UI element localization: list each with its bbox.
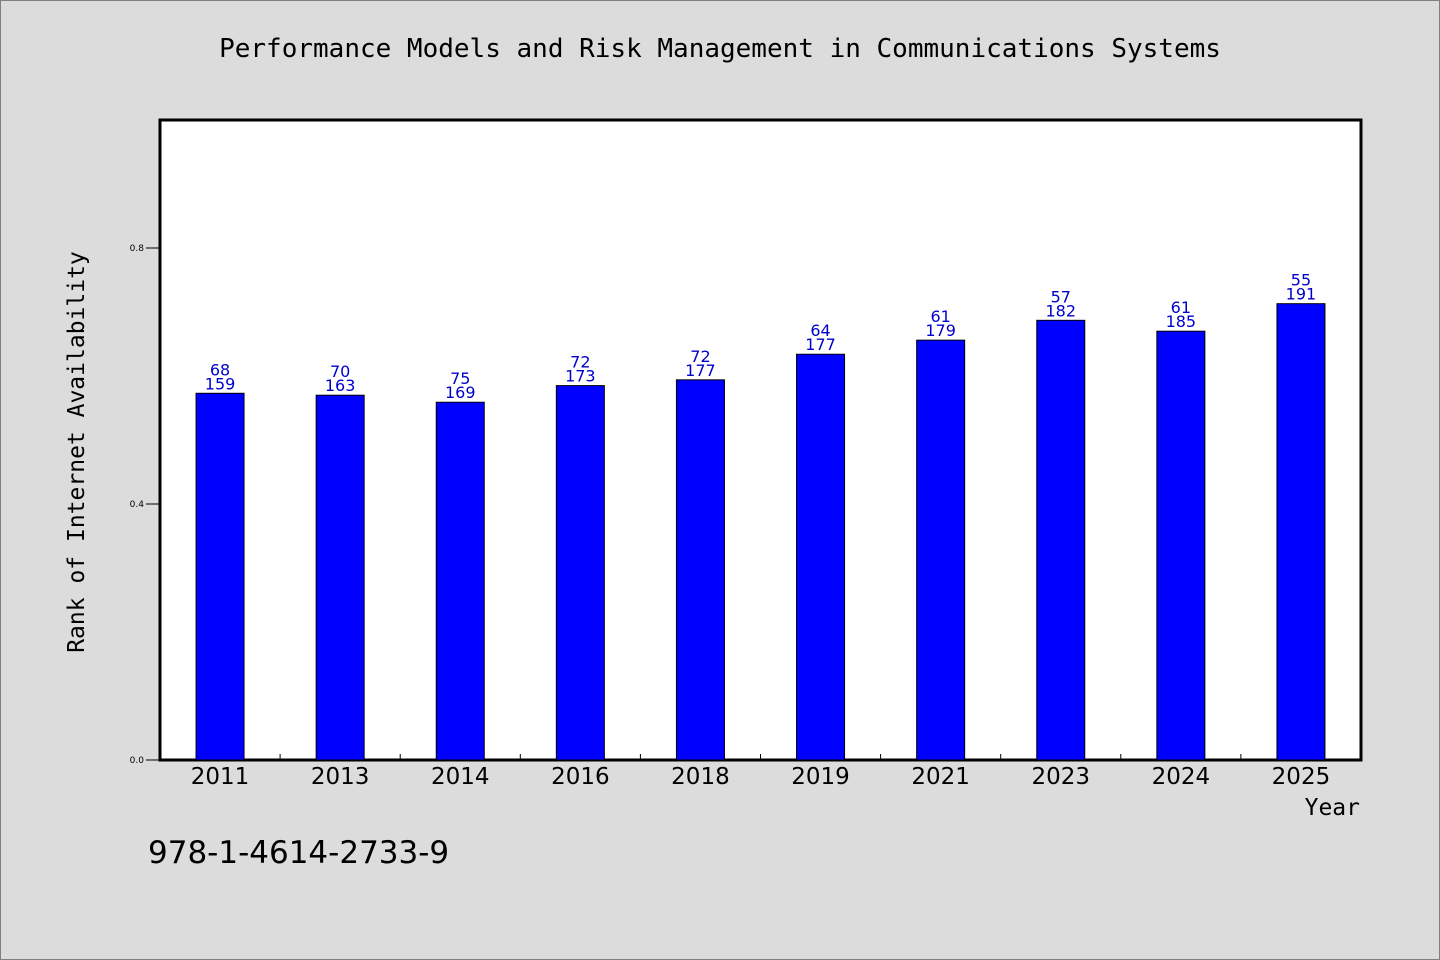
x-tick-label: 2016 (551, 764, 610, 790)
bar-annotation-bottom: 163 (325, 376, 356, 395)
x-tick-label: 2011 (191, 764, 250, 790)
bar-annotation-top: 55 (1291, 271, 1311, 290)
x-axis-title: Year (1304, 795, 1360, 821)
y-axis-title: Rank of Internet Availability (64, 251, 90, 653)
bar-annotation-bottom: 169 (445, 383, 476, 402)
bar-annotation-top: 61 (1171, 298, 1191, 317)
bar (555, 385, 605, 761)
bar-annotation-top: 64 (810, 321, 830, 340)
bar (435, 401, 485, 761)
bar (195, 392, 245, 761)
bar-annotation-bottom: 185 (1166, 312, 1197, 331)
bar-annotation-top: 68 (210, 360, 230, 379)
y-tick-label: 0.8 (130, 244, 145, 254)
bar-annotation-top: 75 (450, 369, 470, 388)
bar-annotation-top: 72 (570, 353, 590, 372)
bar (916, 339, 966, 761)
bar-annotation-bottom: 177 (805, 335, 836, 354)
x-tick-label: 2019 (791, 764, 850, 790)
x-tick-label: 2023 (1031, 764, 1090, 790)
x-tick-label: 2021 (911, 764, 970, 790)
bar (1036, 319, 1086, 761)
bars-group (195, 303, 1326, 761)
bar-annotation-bottom: 159 (205, 374, 236, 393)
bar (1276, 303, 1326, 761)
bar-annotation-bottom: 177 (685, 361, 716, 380)
chart-title: Performance Models and Risk Management i… (219, 34, 1221, 64)
x-tick-label: 2018 (671, 764, 730, 790)
y-tick-label: 0.0 (130, 756, 145, 766)
bar-annotation-bottom: 173 (565, 367, 596, 386)
y-axis-ticks: 0.0 0.4 0.8 (130, 244, 160, 766)
isbn-text: 978-1-4614-2733-9 (148, 835, 450, 871)
bar-annotation-top: 57 (1051, 287, 1071, 306)
bar (796, 353, 846, 761)
x-tick-label: 2013 (311, 764, 370, 790)
bar-annotation-bottom: 179 (925, 321, 956, 340)
bar-annotation-top: 72 (690, 347, 710, 366)
x-axis-ticks (279, 754, 1242, 760)
bar (1156, 330, 1206, 761)
x-tick-label: 2014 (431, 764, 490, 790)
y-tick-label: 0.4 (130, 500, 145, 510)
bar-annotation-top: 70 (330, 362, 350, 381)
bar (675, 379, 725, 761)
bar-annotation-bottom: 191 (1286, 285, 1317, 304)
bar (315, 394, 365, 761)
bar-annotation-top: 61 (930, 307, 950, 326)
x-tick-label: 2025 (1272, 764, 1331, 790)
bar-annotation-bottom: 182 (1045, 301, 1076, 320)
x-tick-label: 2024 (1152, 764, 1211, 790)
x-tick-labels: 2011 2013 2014 2016 2018 2019 2021 2023 2024 2025 (191, 764, 1330, 790)
